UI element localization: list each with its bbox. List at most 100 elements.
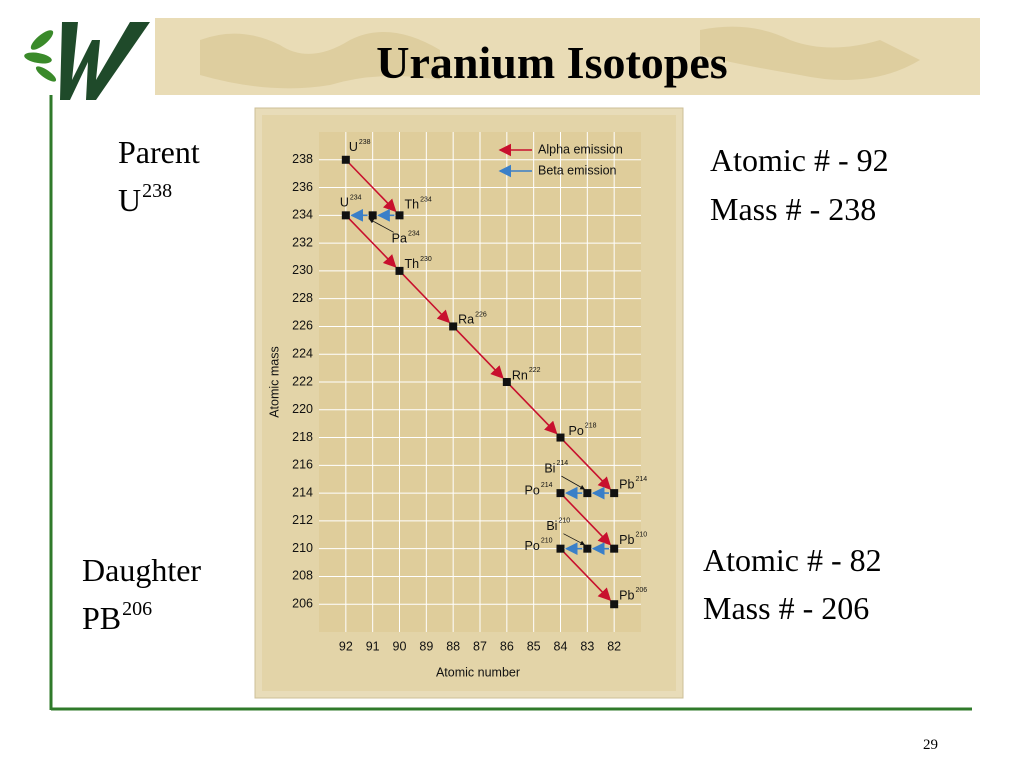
isotope-symbol: Pb	[619, 589, 634, 603]
isotope-mass: 234	[420, 196, 432, 203]
alpha-arrow	[402, 273, 451, 324]
alpha-arrow	[563, 496, 612, 546]
x-tick-label: 87	[473, 639, 487, 653]
alpha-arrow	[563, 440, 612, 490]
isotope-mass: 222	[529, 367, 541, 374]
y-tick-label: 216	[292, 458, 313, 472]
y-tick-label: 212	[292, 513, 313, 527]
isotope-symbol: Po	[525, 539, 540, 553]
isotope-symbol: U	[340, 196, 349, 210]
x-tick-label: 83	[580, 639, 594, 653]
y-tick-label: 228	[292, 291, 313, 305]
isotope-point	[610, 544, 619, 553]
isotope-mass: 234	[350, 194, 362, 201]
isotope-mass: 214	[556, 460, 568, 467]
isotope-symbol: Rn	[512, 368, 528, 382]
y-tick-label: 232	[292, 235, 313, 249]
alpha-arrow	[509, 385, 558, 435]
isotope-symbol: Th	[405, 257, 420, 271]
y-tick-label: 220	[292, 402, 313, 416]
y-tick-label: 210	[292, 541, 313, 555]
isotope-symbol: Pb	[619, 477, 634, 491]
y-tick-label: 234	[292, 208, 313, 222]
alpha-arrow	[348, 218, 397, 268]
isotope-mass: 226	[475, 311, 487, 318]
isotope-symbol: Bi	[544, 461, 555, 475]
y-tick-label: 208	[292, 569, 313, 583]
isotope-point	[610, 489, 619, 498]
isotope-mass: 210	[558, 518, 570, 525]
page-number: 29	[923, 737, 938, 753]
y-tick-label: 214	[292, 485, 313, 499]
daughter-info: Mass # - 206	[703, 590, 869, 626]
isotope-symbol: Bi	[546, 519, 557, 533]
isotope-point	[341, 211, 350, 220]
parent-label: Parent	[118, 134, 200, 170]
isotope-mass: 214	[635, 476, 647, 483]
y-axis-label: Atomic mass	[267, 346, 281, 418]
isotope-mass: 230	[420, 256, 432, 263]
isotope-symbol: Ra	[458, 313, 474, 327]
x-tick-label: 85	[527, 639, 541, 653]
y-tick-label: 222	[292, 374, 313, 388]
isotope-mass: 214	[541, 482, 553, 489]
legend-label: Alpha emission	[538, 142, 623, 156]
x-tick-label: 88	[446, 639, 460, 653]
daughter-info: Atomic # - 82	[703, 542, 882, 578]
daughter-symbol: PB	[82, 600, 121, 636]
parent-info: Mass # - 238	[710, 191, 876, 227]
alpha-arrow	[348, 162, 397, 213]
isotope-symbol: U	[349, 140, 358, 154]
x-axis-label: Atomic number	[436, 665, 520, 679]
isotope-mass: 210	[541, 538, 553, 545]
isotope-point	[556, 544, 565, 553]
logo	[24, 22, 150, 100]
isotope-point	[610, 600, 619, 609]
y-tick-label: 218	[292, 430, 313, 444]
y-tick-label: 226	[292, 319, 313, 333]
isotope-point	[341, 155, 350, 164]
isotope-point	[556, 489, 565, 498]
isotope-mass: 238	[359, 139, 371, 146]
isotope-symbol: Th	[405, 198, 420, 212]
x-tick-label: 90	[393, 639, 407, 653]
slide-title: Uranium Isotopes	[376, 37, 727, 88]
alpha-arrow	[563, 551, 612, 602]
parent-info: Atomic # - 92	[710, 142, 889, 178]
x-tick-label: 86	[500, 639, 514, 653]
y-tick-label: 230	[292, 263, 313, 277]
label-pointer	[561, 475, 586, 490]
x-tick-label: 91	[366, 639, 380, 653]
parent-mass: 238	[142, 180, 172, 202]
isotope-symbol: Pa	[392, 232, 407, 246]
isotope-mass: 234	[408, 230, 420, 237]
x-tick-label: 89	[419, 639, 433, 653]
isotope-point	[395, 266, 404, 275]
daughter-mass: 206	[122, 598, 152, 620]
isotope-mass: 210	[635, 532, 647, 539]
isotope-symbol: Pb	[619, 533, 634, 547]
isotope-mass: 206	[635, 587, 647, 594]
x-tick-label: 92	[339, 639, 353, 653]
y-tick-label: 236	[292, 180, 313, 194]
y-tick-label: 206	[292, 597, 313, 611]
isotope-symbol: Po	[569, 424, 584, 438]
isotope-symbol: Po	[525, 483, 540, 497]
y-tick-label: 224	[292, 347, 313, 361]
isotope-mass: 218	[585, 423, 597, 430]
isotope-point	[556, 433, 565, 442]
y-tick-label: 238	[292, 152, 313, 166]
label-pointer	[368, 218, 394, 233]
isotope-point	[583, 489, 592, 498]
legend-label: Beta emission	[538, 163, 617, 177]
chart: 92 91 90 89 88 87 86 85 84 83 82 206 208 210 212 214 216…	[267, 132, 647, 679]
isotope-point	[449, 322, 458, 331]
x-tick-label: 82	[607, 639, 621, 653]
map-texture	[200, 26, 920, 89]
parent-symbol: U	[118, 182, 141, 218]
isotope-point	[395, 211, 404, 220]
daughter-label: Daughter	[82, 552, 201, 588]
isotope-point	[583, 544, 592, 553]
x-tick-label: 84	[554, 639, 568, 653]
